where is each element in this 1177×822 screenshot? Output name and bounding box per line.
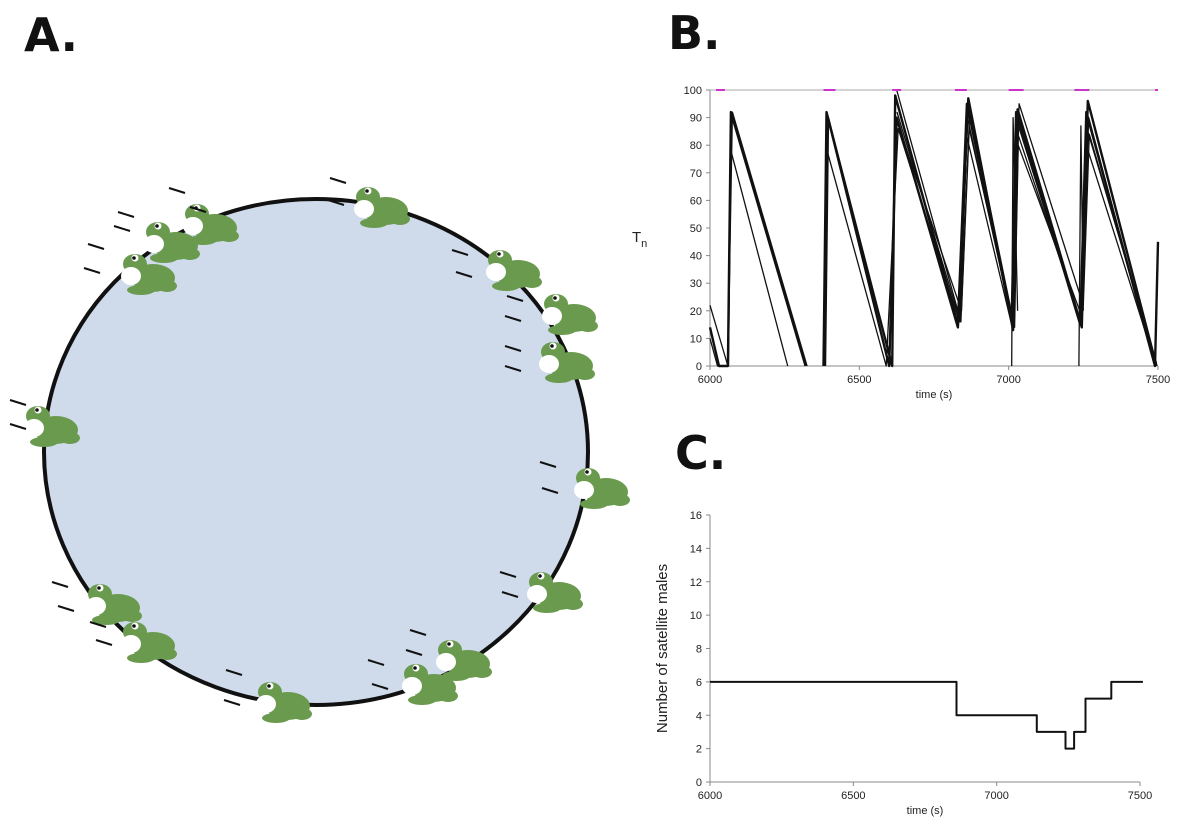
panel-c-label: C. [675, 426, 727, 480]
x-tick-label: 7000 [984, 790, 1008, 802]
y-tick-label: 100 [684, 85, 702, 97]
frog-icon [121, 254, 177, 295]
x-tick-label: 7500 [1128, 790, 1152, 802]
y-tick-label: 8 [696, 644, 702, 656]
x-tick-label: 6000 [698, 790, 722, 802]
y-tick-label: 4 [696, 710, 702, 722]
y-tick-label: 0 [696, 361, 702, 373]
call-lines [9, 399, 27, 430]
y-tick-label: 60 [690, 195, 702, 207]
y-tick-label: 0 [696, 777, 702, 789]
call-lines [504, 295, 524, 322]
frog-icon [527, 572, 583, 613]
frog-icon [24, 406, 80, 447]
x-tick-label: 6500 [847, 374, 871, 386]
frog-icon [144, 222, 200, 263]
frog-icon [402, 664, 458, 705]
frog-icon [436, 640, 492, 681]
call-lines [499, 571, 519, 598]
panel-b-label: B. [668, 6, 721, 60]
x-tick-label: 7000 [996, 374, 1020, 386]
x-tick-label: 6500 [841, 790, 865, 802]
frog-icon [486, 250, 542, 291]
y-tick-label: 80 [690, 140, 702, 152]
call-lines [168, 187, 207, 213]
frog-icon [539, 342, 595, 383]
call-lines [539, 461, 559, 494]
frog-icon [542, 294, 598, 335]
pond-diagram [9, 177, 630, 723]
call-lines [327, 177, 347, 206]
y-tick-label: 30 [690, 278, 702, 290]
y-axis-label-subscript: n [641, 238, 647, 250]
y-axis-label: Number of satellite males [654, 564, 671, 733]
call-lines [405, 629, 427, 656]
y-tick-label: 50 [690, 223, 702, 235]
series-line [1078, 125, 1084, 367]
y-tick-label: 10 [690, 610, 702, 622]
frogs-layer [9, 177, 630, 723]
y-tick-label: 14 [690, 543, 702, 555]
y-tick-label: 40 [690, 251, 702, 263]
y-axis-label-main: T [632, 229, 641, 246]
y-tick-label: 16 [690, 510, 702, 522]
frog-icon [574, 468, 630, 509]
y-tick-label: 90 [690, 113, 702, 125]
y-tick-label: 2 [696, 744, 702, 756]
call-lines [51, 581, 75, 612]
frog-icon [256, 682, 312, 723]
y-tick-label: 12 [690, 577, 702, 589]
pond [42, 197, 590, 707]
call-lines [89, 621, 113, 646]
series-line [710, 680, 1143, 750]
series-line [1011, 116, 1019, 367]
x-tick-label: 6000 [698, 374, 722, 386]
call-lines [83, 243, 105, 274]
call-lines [223, 669, 243, 706]
x-tick-label: 7500 [1146, 374, 1170, 386]
x-axis-label: time (s) [907, 805, 944, 817]
frog-icon [121, 622, 177, 663]
y-tick-label: 10 [690, 333, 702, 345]
call-lines [451, 249, 473, 278]
y-tick-label: 20 [690, 306, 702, 318]
y-axis-label: Tn [632, 229, 647, 250]
call-lines [504, 345, 522, 372]
frog-icon [354, 187, 410, 228]
x-axis-label: time (s) [916, 389, 953, 401]
y-tick-label: 70 [690, 168, 702, 180]
frog-icon [86, 584, 142, 625]
call-lines [113, 211, 135, 232]
series-line [709, 150, 789, 367]
call-lines [367, 659, 389, 690]
panel-a-label: A. [24, 8, 78, 62]
y-tick-label: 6 [696, 677, 702, 689]
